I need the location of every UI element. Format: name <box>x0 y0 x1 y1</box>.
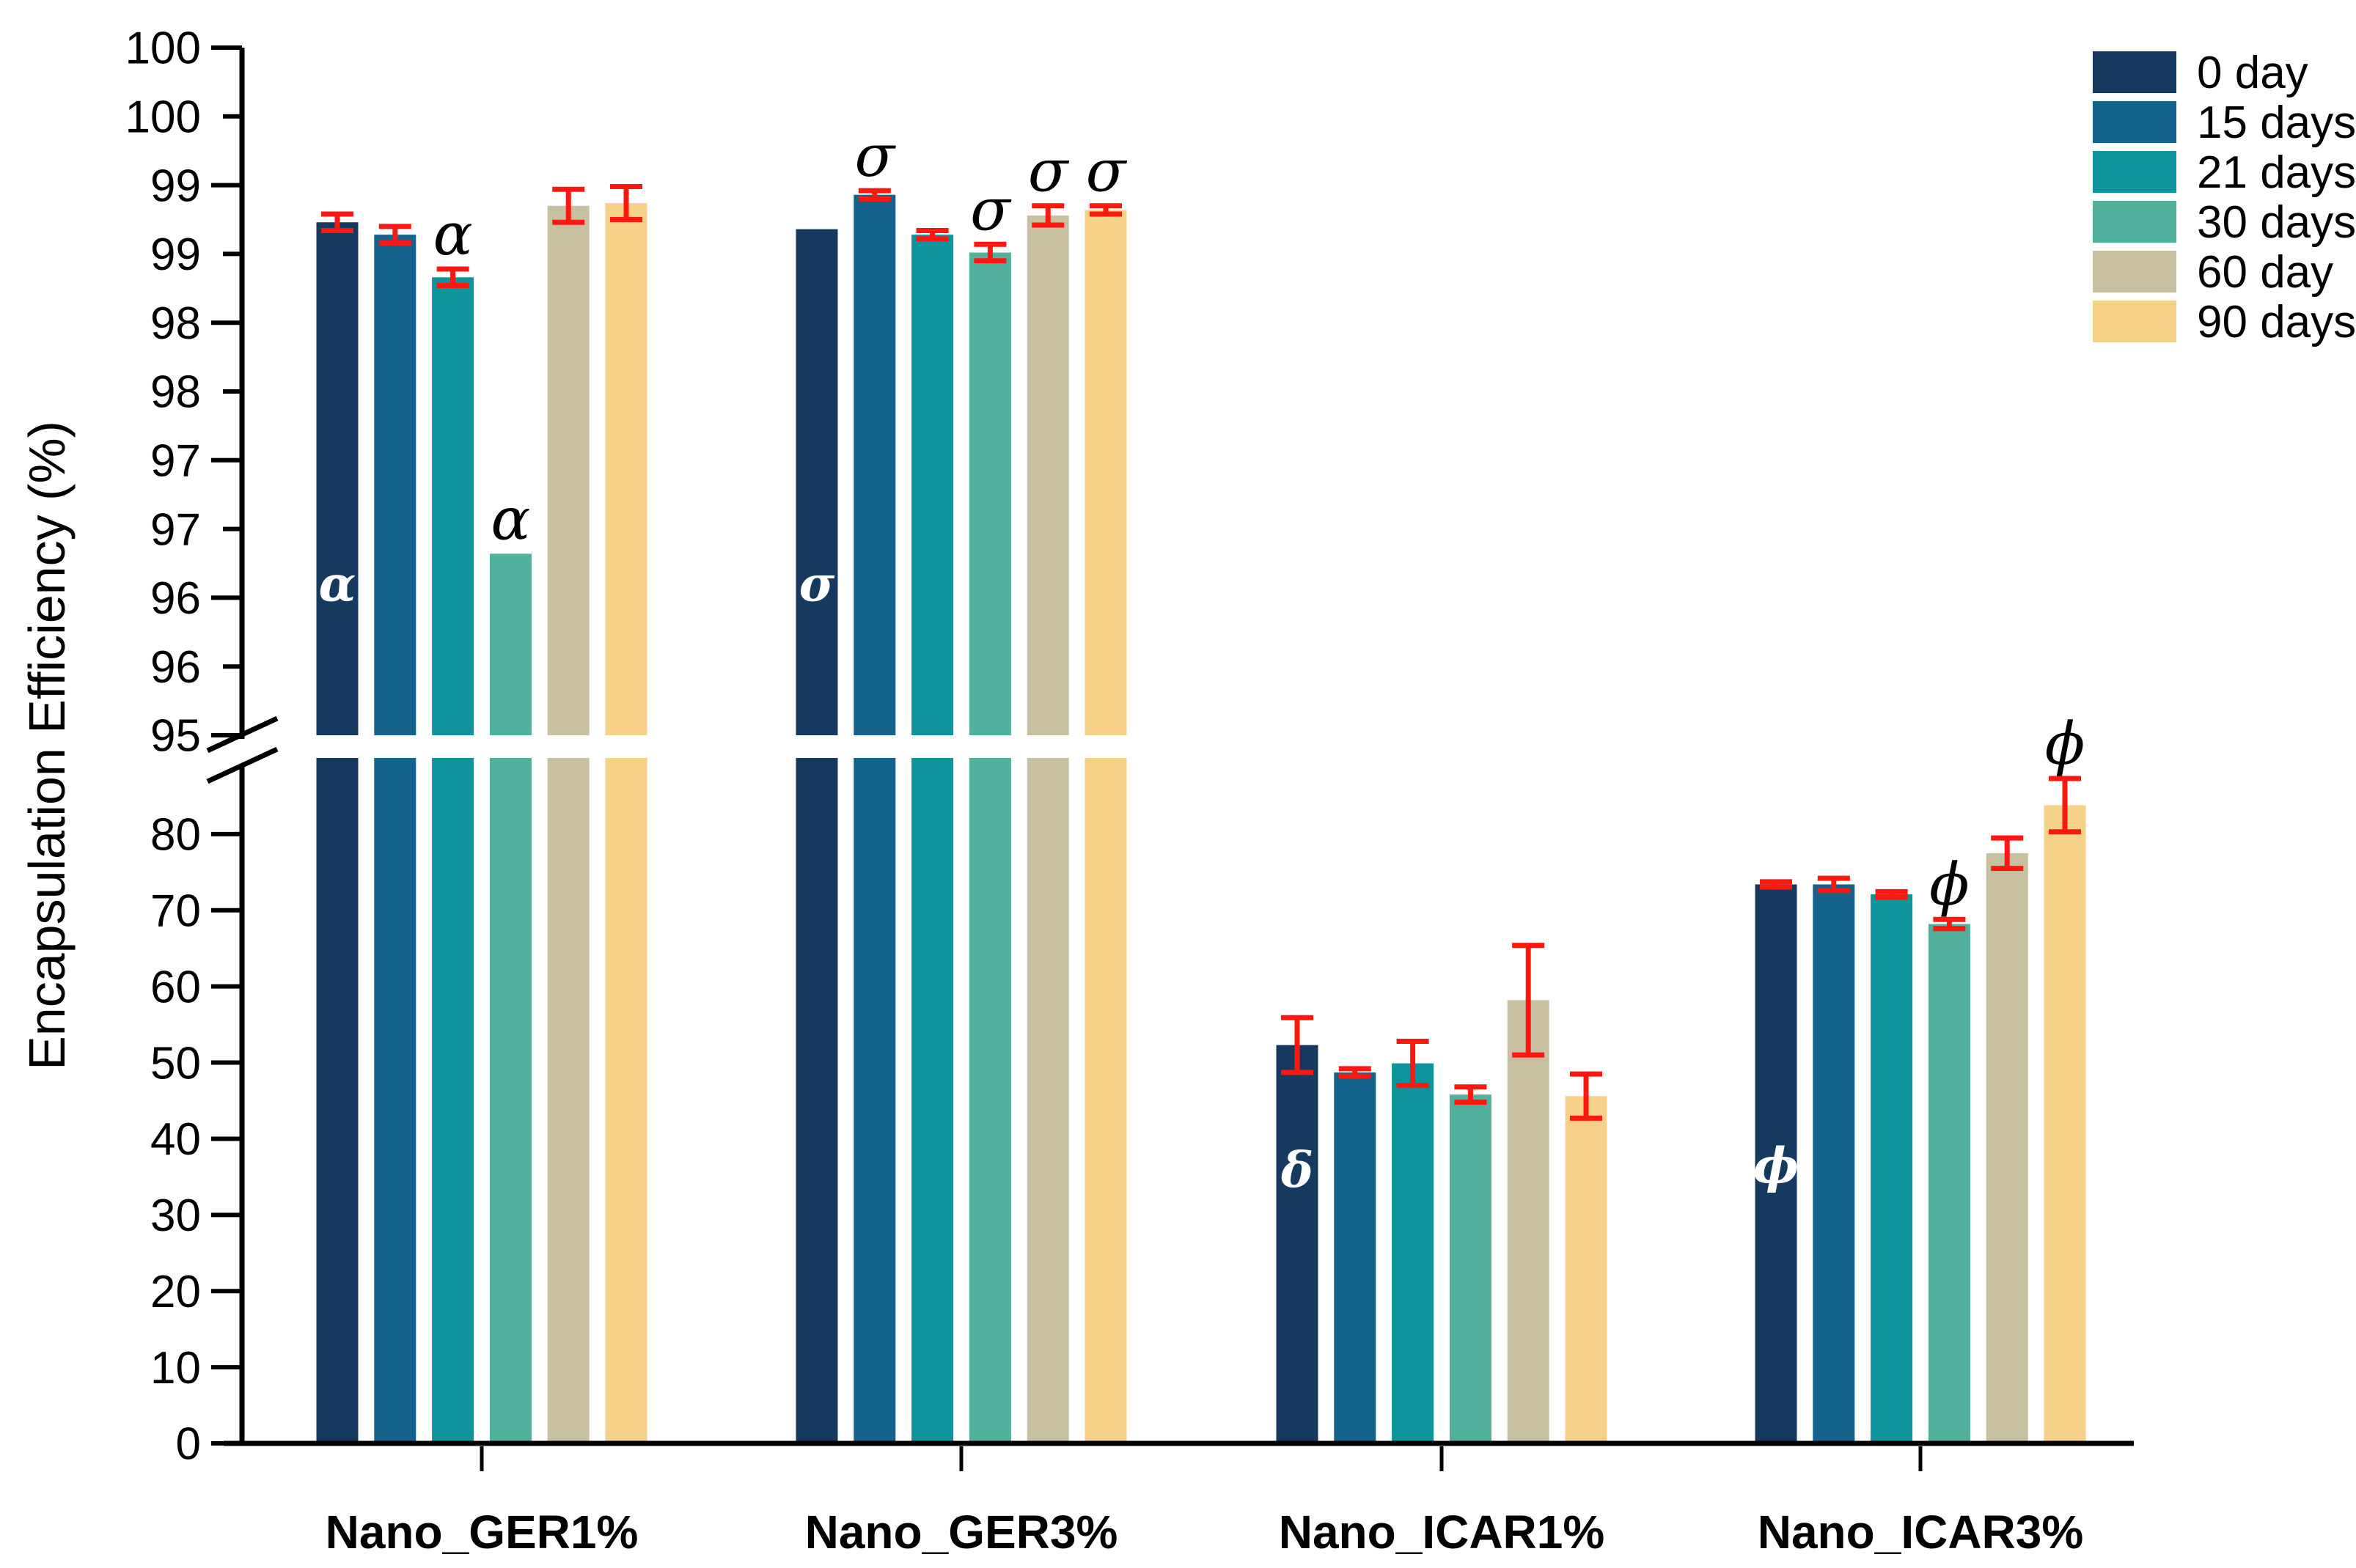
bar-90days-Nano_ICAR3% <box>2044 805 2086 1443</box>
bar-top-21days-Nano_GER1% <box>432 277 474 735</box>
bar-bottom-30days-Nano_GER1% <box>489 758 532 1443</box>
significance-letter-above-Nano_GER3%-90days: σ <box>1086 137 1128 205</box>
significance-letter-above-Nano_ICAR3%-90days: ϕ <box>2045 710 2085 778</box>
bar-top-0day-Nano_GER3% <box>796 229 838 736</box>
bar-bottom-15days-Nano_GER3% <box>854 758 896 1443</box>
significance-letter-inside-Nano_GER3%: σ <box>799 556 835 613</box>
bar-top-0day-Nano_GER1% <box>316 222 359 735</box>
bar-top-60day-Nano_GER1% <box>547 205 590 735</box>
bar-top-15days-Nano_GER3% <box>854 194 896 735</box>
y-tick-label-bottom-20: 20 <box>150 1267 201 1317</box>
bar-bottom-21days-Nano_GER3% <box>911 758 954 1443</box>
legend-item-30days: 30 days <box>2093 197 2356 248</box>
bar-bottom-0day-Nano_GER3% <box>796 758 838 1443</box>
bar-0day-Nano_ICAR3% <box>1755 884 1797 1443</box>
bar-top-90days-Nano_GER3% <box>1085 210 1127 735</box>
bar-top-30days-Nano_GER1% <box>489 553 532 735</box>
y-tick-label-bottom-70: 70 <box>150 886 201 936</box>
x-category-label-Nano_GER1%: Nano_GER1% <box>326 1506 639 1558</box>
axis-break-slash-upper <box>206 715 279 754</box>
legend-label-30days: 30 days <box>2197 197 2356 248</box>
bar-bottom-90days-Nano_GER3% <box>1085 758 1127 1443</box>
y-tick-label-top-99.5: 100 <box>125 92 201 143</box>
legend-label-21days: 21 days <box>2197 147 2356 198</box>
x-category-label-Nano_ICAR1%: Nano_ICAR1% <box>1279 1506 1605 1558</box>
legend-label-90days: 90 days <box>2197 297 2356 347</box>
y-tick-label-top-95.5: 96 <box>150 642 201 693</box>
bar-bottom-90days-Nano_GER1% <box>605 758 647 1443</box>
significance-letter-inside-Nano_ICAR1%: δ <box>1280 1141 1313 1199</box>
legend-item-21days: 21 days <box>2093 147 2356 198</box>
y-tick-label-bottom-50: 50 <box>150 1038 201 1089</box>
significance-letter-above-Nano_GER3%-30days: σ <box>970 175 1012 243</box>
legend-swatch-30days <box>2093 201 2176 243</box>
y-tick-label-top-97: 97 <box>150 436 201 487</box>
legend-item-90days: 90 days <box>2093 297 2356 347</box>
significance-letter-inside-Nano_ICAR3%: ϕ <box>1753 1137 1799 1194</box>
significance-letter-inside-Nano_GER1%: α <box>319 556 356 613</box>
x-category-label-Nano_ICAR3%: Nano_ICAR3% <box>1758 1506 2084 1558</box>
bar-bottom-30days-Nano_GER3% <box>969 758 1011 1443</box>
bar-top-21days-Nano_GER3% <box>911 235 954 735</box>
bar-90days-Nano_ICAR1% <box>1565 1096 1607 1443</box>
legend-label-60day: 60 day <box>2197 247 2333 298</box>
y-tick-label-top-98.5: 99 <box>150 229 201 280</box>
bar-top-90days-Nano_GER1% <box>605 202 647 735</box>
legend-item-0day: 0 day <box>2093 48 2308 98</box>
y-tick-label-top-95: 95 <box>150 711 201 762</box>
bar-15days-Nano_ICAR3% <box>1813 884 1855 1443</box>
bar-bottom-60day-Nano_GER3% <box>1027 758 1069 1443</box>
significance-letter-above-Nano_GER1%-30days: α <box>491 485 530 553</box>
bar-top-15days-Nano_GER1% <box>374 235 416 735</box>
legend-swatch-0day <box>2093 51 2176 93</box>
legend-item-60day: 60 day <box>2093 247 2333 298</box>
significance-letter-above-Nano_ICAR3%-30days: ϕ <box>1929 850 1970 919</box>
bar-bottom-60day-Nano_GER1% <box>547 758 590 1443</box>
significance-letter-above-Nano_GER1%-21days: α <box>433 200 473 268</box>
y-axis-title: Encapsulation Efficiency (%) <box>18 421 76 1070</box>
bar-30days-Nano_ICAR1% <box>1449 1094 1491 1443</box>
bar-60day-Nano_ICAR1% <box>1507 1000 1549 1443</box>
y-tick-label-bottom-0: 0 <box>176 1419 201 1470</box>
axis-break-slash-lower <box>206 746 279 784</box>
y-tick-label-top-98: 98 <box>150 298 201 349</box>
bar-top-60day-Nano_GER3% <box>1027 215 1069 735</box>
bar-0day-Nano_ICAR1% <box>1276 1045 1318 1443</box>
bar-21days-Nano_ICAR1% <box>1392 1063 1434 1443</box>
y-tick-label-top-100: 100 <box>125 23 201 74</box>
y-tick-label-top-96: 96 <box>150 573 201 624</box>
y-tick-label-top-97.5: 98 <box>150 367 201 418</box>
significance-letter-above-Nano_GER3%-60day: σ <box>1028 137 1070 205</box>
y-tick-label-bottom-60: 60 <box>150 962 201 1012</box>
bar-bottom-0day-Nano_GER1% <box>316 758 359 1443</box>
bar-21days-Nano_ICAR3% <box>1871 894 1913 1443</box>
y-tick-label-bottom-40: 40 <box>150 1114 201 1165</box>
y-tick-label-top-96.5: 97 <box>150 504 201 555</box>
legend-swatch-15days <box>2093 101 2176 143</box>
bar-bottom-15days-Nano_GER1% <box>374 758 416 1443</box>
legend-item-15days: 15 days <box>2093 97 2356 148</box>
y-tick-label-bottom-30: 30 <box>150 1190 201 1241</box>
y-tick-label-top-99: 99 <box>150 161 201 211</box>
legend-label-0day: 0 day <box>2197 48 2308 98</box>
legend-swatch-21days <box>2093 151 2176 193</box>
bar-15days-Nano_ICAR1% <box>1334 1072 1376 1443</box>
bar-60day-Nano_ICAR3% <box>1986 853 2028 1443</box>
legend-swatch-90days <box>2093 301 2176 342</box>
bar-top-30days-Nano_GER3% <box>969 252 1011 735</box>
y-tick-label-bottom-10: 10 <box>150 1343 201 1394</box>
legend-label-15days: 15 days <box>2197 97 2356 148</box>
legend-swatch-60day <box>2093 251 2176 292</box>
x-category-label-Nano_GER3%: Nano_GER3% <box>805 1506 1118 1558</box>
bar-bottom-21days-Nano_GER1% <box>432 758 474 1443</box>
significance-letter-above-Nano_GER3%-15days: σ <box>854 122 896 190</box>
y-tick-label-bottom-80: 80 <box>150 810 201 861</box>
bar-30days-Nano_ICAR3% <box>1928 924 1970 1443</box>
